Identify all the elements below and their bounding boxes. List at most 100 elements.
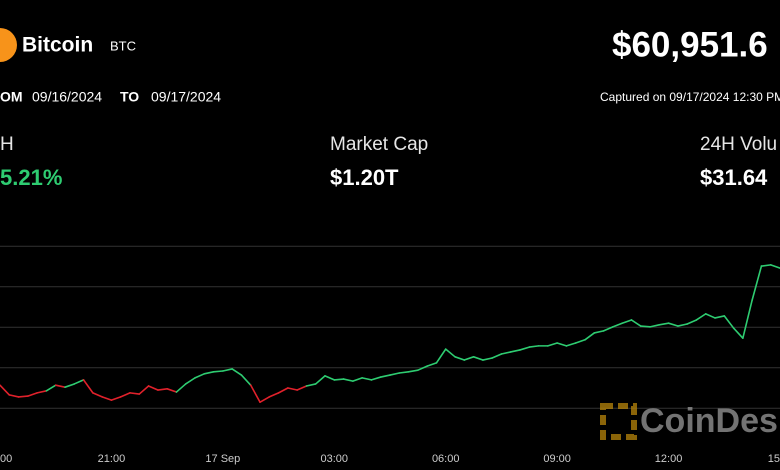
- price-segment: [491, 353, 503, 359]
- price-segment: [565, 342, 577, 347]
- price-segment: [547, 342, 558, 347]
- watermark-text: CoinDes: [640, 402, 778, 440]
- x-tick-label: 15: [768, 453, 780, 465]
- price-segment: [101, 396, 113, 401]
- x-tick-label: 00: [0, 453, 12, 465]
- price-segment: [36, 390, 48, 394]
- to-label: TO: [120, 89, 139, 105]
- bitcoin-logo: [0, 28, 17, 62]
- price-segment: [8, 394, 20, 398]
- price-segment: [370, 376, 382, 381]
- price-segment: [166, 388, 178, 393]
- price-segment: [612, 322, 623, 328]
- price-segment: [426, 362, 438, 367]
- price-segment: [268, 392, 280, 398]
- price-segment: [249, 384, 261, 403]
- price-segment: [602, 326, 614, 332]
- price-segment: [528, 345, 540, 348]
- price-segment: [287, 387, 298, 391]
- price-segment: [64, 383, 76, 388]
- price-segment: [574, 339, 586, 344]
- x-tick-label: 06:00: [432, 453, 460, 465]
- price-segment: [760, 264, 772, 267]
- stat-value: 5.21%: [0, 165, 62, 190]
- price-segment: [686, 319, 698, 325]
- from-date: 09/16/2024: [32, 89, 102, 105]
- price-segment: [723, 315, 735, 329]
- price-segment: [379, 374, 391, 378]
- price-segment: [732, 327, 744, 339]
- stat-label: 24H Volu: [700, 134, 777, 155]
- x-tick-label: 09:00: [543, 453, 571, 465]
- price-segment: [621, 319, 633, 325]
- stat-value: $31.64: [700, 165, 768, 190]
- price-segment: [27, 392, 38, 397]
- price-segment: [222, 368, 233, 372]
- price-segment: [751, 265, 763, 301]
- price-segment: [73, 379, 85, 385]
- price-segment: [296, 385, 308, 391]
- price-segment: [240, 374, 252, 386]
- to-date: 09/17/2024: [151, 89, 221, 105]
- price-segment: [352, 377, 363, 382]
- price-segment: [769, 264, 780, 269]
- watermark-icon: [600, 403, 637, 440]
- price-segment: [593, 330, 605, 334]
- price-segment: [212, 370, 224, 373]
- from-label: OM: [0, 89, 23, 105]
- price-segment: [407, 369, 419, 373]
- price-segment: [463, 356, 475, 361]
- x-tick-label: 12:00: [655, 453, 683, 465]
- stat-label: Market Cap: [330, 134, 428, 155]
- price-segment: [147, 385, 159, 391]
- price-segment: [361, 377, 373, 381]
- price-segment: [417, 365, 428, 371]
- price-segment: [714, 315, 726, 319]
- price-segment: [658, 322, 670, 326]
- price-segment: [17, 395, 29, 398]
- price-segment: [398, 370, 410, 374]
- price-segment: [519, 346, 531, 351]
- price-segment: [0, 384, 11, 396]
- stat-value: $1.20T: [330, 165, 399, 190]
- price-segment: [129, 392, 141, 395]
- price-segment: [444, 348, 456, 358]
- price-segment: [639, 325, 651, 328]
- price-segment: [82, 379, 94, 394]
- plot: [0, 264, 780, 403]
- price-segment: [704, 313, 716, 319]
- price-segment: [157, 388, 168, 391]
- price-segment: [231, 368, 243, 376]
- price-segment: [333, 378, 345, 381]
- price-segment: [54, 384, 66, 388]
- price-segment: [677, 323, 688, 327]
- price-segment: [45, 384, 57, 392]
- price-segment: [314, 375, 326, 385]
- price-segment: [184, 377, 196, 385]
- price-segment: [584, 332, 596, 341]
- price-segment: [324, 375, 336, 381]
- price-segment: [667, 322, 679, 327]
- coin-name: Bitcoin: [22, 34, 93, 57]
- price-segment: [472, 356, 484, 361]
- price-segment: [649, 324, 661, 328]
- captured: Captured on 09/17/2024 12:30 PM: [600, 90, 780, 104]
- coin-symbol: BTC: [110, 38, 136, 53]
- price-segment: [203, 370, 215, 375]
- price-segment: [630, 319, 642, 327]
- price-segment: [175, 383, 187, 393]
- price-segment: [110, 396, 122, 401]
- watermark: CoinDes: [600, 402, 778, 440]
- price-segment: [138, 385, 150, 395]
- price-segment: [194, 373, 206, 379]
- price-segment: [435, 348, 447, 364]
- price-segment: [277, 387, 289, 394]
- price-segment: [742, 299, 753, 339]
- price-segment: [305, 383, 317, 387]
- price-segment: [119, 392, 131, 398]
- stat-label: H: [0, 134, 14, 155]
- x-tick-label: 21:00: [98, 453, 126, 465]
